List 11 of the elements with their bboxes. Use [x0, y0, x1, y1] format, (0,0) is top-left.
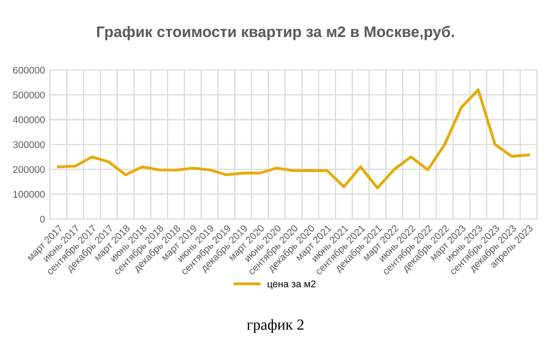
y-tick-label: 600000 [13, 66, 45, 74]
y-tick-label: 400000 [12, 116, 45, 124]
y-tick-label: 0 [40, 216, 45, 223]
y-tick-label: 300000 [13, 141, 45, 148]
line-series [57, 88, 530, 190]
text: график 2 [246, 319, 304, 333]
y-tick-label: 500000 [13, 92, 45, 98]
y-tick-label: 200000 [13, 166, 45, 173]
legend-label: цена за м2 [268, 280, 316, 290]
chart-title: График стоимости квартир за м2 в Москве,руб. [97, 26, 454, 40]
y-tick-label: 100000 [13, 190, 45, 198]
